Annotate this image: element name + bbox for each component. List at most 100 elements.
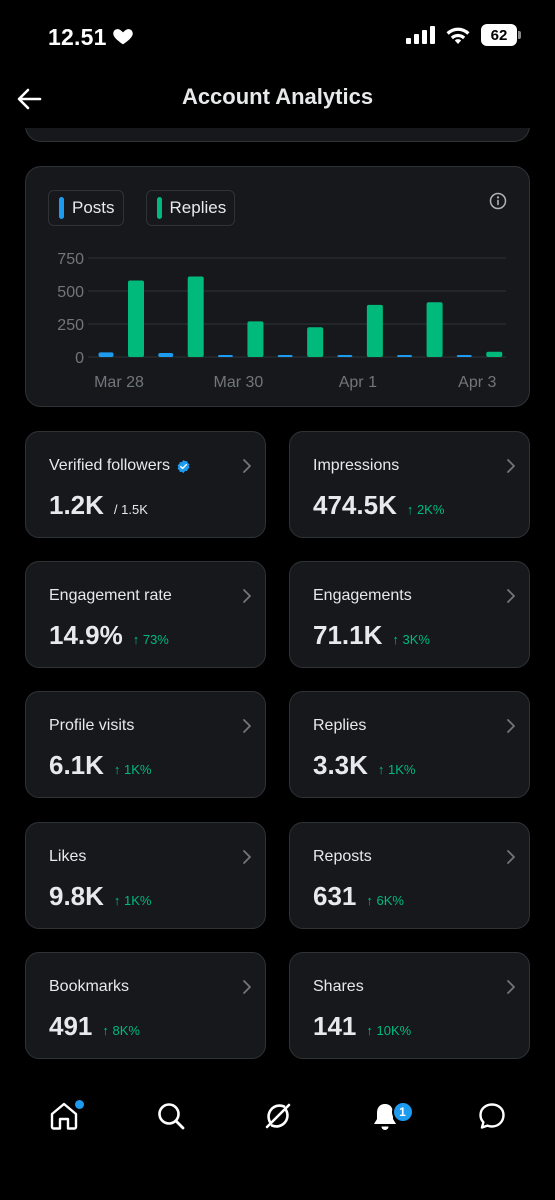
- notification-count-badge: 1: [391, 1101, 414, 1123]
- home-indicator-area: [0, 1152, 555, 1200]
- chevron-right-icon: [507, 980, 515, 994]
- bar-posts-mar-31[interactable]: [277, 355, 293, 357]
- chevron-right-icon: [507, 459, 515, 473]
- nav-messages[interactable]: [464, 1088, 520, 1144]
- metric-label: Engagements: [313, 587, 412, 604]
- back-arrow-icon: [17, 88, 42, 110]
- metric-value: 141: [313, 1011, 357, 1041]
- metric-card-replies[interactable]: Replies 3.3K ↑ 1K%: [289, 691, 530, 798]
- metric-value: 3.3K: [313, 750, 368, 780]
- metric-card-reposts[interactable]: Reposts 631 ↑ 6K%: [289, 822, 530, 929]
- metric-label: Replies: [313, 717, 367, 734]
- metric-card-engagement-rate[interactable]: Engagement rate 14.9% ↑ 73%: [25, 561, 266, 668]
- y-tick-label: 0: [75, 350, 84, 367]
- metric-value: 14.9%: [49, 620, 123, 650]
- info-icon[interactable]: [489, 192, 507, 210]
- metric-total: / 1.5K: [113, 502, 148, 517]
- metric-delta: ↑ 10K%: [366, 1023, 412, 1038]
- header: Account Analytics: [0, 70, 555, 128]
- bar-posts-mar-30[interactable]: [217, 355, 233, 357]
- nav-home[interactable]: [36, 1088, 92, 1144]
- battery-indicator: 62: [481, 24, 521, 46]
- bar-posts-apr-2[interactable]: [397, 355, 413, 357]
- metric-card-engagements[interactable]: Engagements 71.1K ↑ 3K%: [289, 561, 530, 668]
- status-indicators: 62: [406, 24, 521, 46]
- messages-icon: [478, 1103, 505, 1129]
- metric-label: Impressions: [313, 457, 400, 474]
- legend-posts[interactable]: Posts: [48, 190, 124, 226]
- metric-value: 491: [49, 1011, 93, 1041]
- legend-label-replies: Replies: [169, 198, 227, 217]
- metric-value: 9.8K: [49, 881, 104, 911]
- bar-replies-apr-2[interactable]: [426, 302, 443, 357]
- metric-label: Shares: [313, 978, 364, 995]
- metric-delta: ↑ 73%: [132, 632, 169, 647]
- page-title: Account Analytics: [181, 84, 374, 109]
- bar-posts-apr-3[interactable]: [456, 355, 472, 357]
- nav-notifications[interactable]: 1: [357, 1088, 414, 1144]
- back-button[interactable]: [12, 82, 46, 116]
- metric-card-likes[interactable]: Likes 9.8K ↑ 1K%: [25, 822, 266, 929]
- chevron-right-icon: [243, 719, 251, 733]
- metric-card-verified-followers[interactable]: Verified followers 1.2K / 1.5K: [25, 431, 266, 538]
- bottom-nav: 1: [0, 1080, 555, 1152]
- status-bar: 12.51 62: [0, 0, 555, 70]
- bell-icon: [373, 1104, 396, 1130]
- x-tick-label: Apr 3: [458, 374, 496, 391]
- bar-replies-apr-3[interactable]: [486, 351, 503, 357]
- metric-label: Engagement rate: [49, 587, 172, 604]
- y-tick-label: 500: [57, 284, 84, 301]
- metric-label: Likes: [49, 848, 87, 865]
- metric-delta: ↑ 8K%: [102, 1023, 140, 1038]
- y-tick-label: 750: [57, 251, 84, 268]
- legend-swatch-replies: [156, 197, 162, 219]
- chart-card: Posts Replies 750 500 250 0 Mar 28 Mar 30 Apr …: [25, 166, 530, 407]
- metric-value: 1.2K: [49, 490, 104, 520]
- metric-label: Verified followers: [49, 457, 170, 474]
- metric-card-impressions[interactable]: Impressions 474.5K ↑ 2K%: [289, 431, 530, 538]
- x-tick-label: Mar 28: [94, 374, 144, 391]
- chevron-right-icon: [507, 719, 515, 733]
- wifi-icon: [446, 27, 470, 44]
- x-tick-label: Apr 1: [339, 374, 377, 391]
- nav-search[interactable]: [143, 1088, 199, 1144]
- chevron-right-icon: [507, 589, 515, 603]
- home-icon: [50, 1102, 77, 1130]
- metric-delta: ↑ 2K%: [406, 502, 445, 517]
- search-icon: [157, 1103, 184, 1130]
- metric-delta: ↑ 1K%: [377, 762, 416, 777]
- bar-replies-mar-31[interactable]: [307, 327, 324, 357]
- bar-replies-mar-30[interactable]: [247, 321, 264, 357]
- status-time: 12.51: [48, 24, 107, 50]
- verified-badge-icon: [177, 459, 190, 473]
- metric-card-profile-visits[interactable]: Profile visits 6.1K ↑ 1K%: [25, 691, 266, 798]
- bar-replies-mar-28[interactable]: [128, 280, 144, 357]
- home-unread-dot: [74, 1100, 84, 1109]
- bar-replies-mar-29[interactable]: [187, 276, 204, 357]
- chevron-right-icon: [243, 589, 251, 603]
- metric-delta: ↑ 6K%: [366, 893, 404, 908]
- metric-card-bookmarks[interactable]: Bookmarks 491 ↑ 8K%: [25, 952, 266, 1059]
- bar-chart: 750 500 250 0 Mar 28 Mar 30 Apr 1 Apr 3: [57, 251, 506, 391]
- x-tick-label: Mar 30: [214, 374, 264, 391]
- chevron-right-icon: [243, 980, 251, 994]
- bar-posts-mar-29[interactable]: [158, 353, 174, 357]
- nav-grok[interactable]: [250, 1088, 306, 1144]
- chevron-right-icon: [243, 459, 251, 473]
- chevron-right-icon: [243, 850, 251, 864]
- chevron-right-icon: [507, 850, 515, 864]
- chart-legend: Posts Replies: [48, 190, 236, 226]
- bar-replies-apr-1[interactable]: [366, 304, 383, 357]
- metric-card-shares[interactable]: Shares 141 ↑ 10K%: [289, 952, 530, 1059]
- y-tick-label: 250: [57, 317, 84, 334]
- cellular-signal-icon: [406, 26, 435, 44]
- metric-delta: ↑ 1K%: [113, 762, 152, 777]
- bar-posts-mar-28[interactable]: [98, 352, 114, 357]
- metric-label: Reposts: [313, 848, 372, 865]
- metric-delta: ↑ 3K%: [392, 632, 430, 647]
- metric-label: Profile visits: [49, 717, 135, 734]
- bar-posts-apr-1[interactable]: [337, 355, 353, 357]
- legend-replies[interactable]: Replies: [145, 190, 236, 226]
- metric-delta: ↑ 1K%: [113, 893, 152, 908]
- metric-value: 631: [313, 881, 357, 911]
